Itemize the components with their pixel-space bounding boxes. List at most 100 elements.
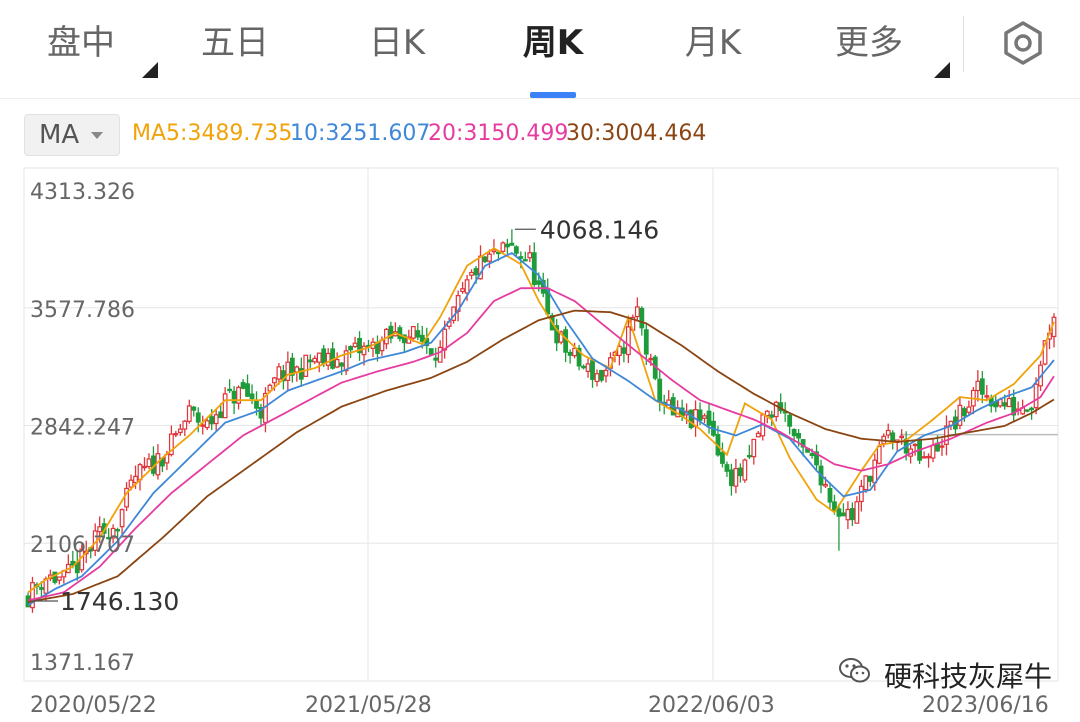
ma-line-ma10	[27, 251, 1055, 606]
candle-body	[755, 432, 761, 438]
candle-body	[500, 242, 506, 253]
candle-body	[513, 246, 519, 254]
candlestick-series	[25, 229, 1057, 613]
candle-body	[298, 368, 304, 380]
candle-body	[634, 306, 640, 318]
candle-body	[357, 337, 362, 354]
candle-body	[509, 242, 515, 246]
more-dropdown-icon[interactable]	[934, 62, 950, 78]
ma-line-ma5	[27, 247, 1055, 594]
candle-body	[603, 369, 609, 377]
candle-body	[348, 346, 353, 351]
tab-divider	[963, 16, 964, 72]
candle-body	[254, 400, 259, 409]
candle-body	[979, 378, 985, 395]
candle-body	[572, 347, 578, 357]
candle-body	[272, 377, 277, 384]
candle-body	[56, 576, 62, 581]
gear-icon[interactable]	[1000, 20, 1046, 66]
candle-body	[473, 268, 479, 276]
candle-body	[594, 373, 600, 383]
candle-body	[325, 352, 331, 366]
candle-body	[312, 357, 318, 363]
candle-body	[554, 325, 560, 344]
candle-body	[339, 362, 345, 367]
candle-body	[128, 479, 134, 488]
y-tick-label: 3577.786	[30, 298, 135, 323]
candle-body	[912, 443, 918, 447]
indicator-select-button[interactable]: MA	[24, 114, 120, 156]
candle-body	[415, 330, 421, 338]
intraday-dropdown-icon[interactable]	[142, 62, 158, 78]
candle-body	[827, 488, 833, 503]
tab-more[interactable]: 更多	[835, 23, 903, 63]
candle-body	[177, 428, 183, 434]
candle-body	[419, 334, 425, 342]
candle-body	[249, 393, 255, 400]
ma20-value: 20:3150.499	[428, 121, 569, 146]
candle-body	[437, 346, 443, 363]
candle-body	[186, 405, 192, 422]
candle-body	[841, 512, 846, 517]
candle-body	[957, 404, 963, 426]
candle-body	[581, 365, 586, 369]
candle-body	[706, 410, 712, 426]
weekly-kline-chart[interactable]: 4313.326 3577.786 2842.247 2106.707 1371.167…	[0, 166, 1080, 722]
tab-weekly-k[interactable]: 周K	[522, 23, 584, 63]
candle-body	[361, 345, 367, 356]
candle-body	[97, 526, 103, 533]
candle-body	[491, 249, 497, 253]
candle-body	[648, 357, 654, 361]
candle-body	[1042, 340, 1048, 365]
candle-body	[218, 411, 224, 419]
x-tick-label: 2022/06/03	[648, 693, 775, 718]
candle-body	[751, 438, 757, 458]
candle-body	[213, 414, 219, 425]
candle-body	[1011, 396, 1017, 416]
candle-body	[182, 420, 188, 430]
caret-down-icon	[91, 132, 103, 139]
candle-body	[563, 329, 569, 353]
candle-body	[787, 414, 793, 427]
y-tick-label: 2106.707	[30, 533, 135, 558]
candle-body	[576, 347, 582, 367]
candle-body	[204, 420, 210, 429]
candle-body	[823, 483, 828, 487]
candle-body	[617, 345, 622, 357]
tab-five-day[interactable]: 五日	[201, 23, 269, 63]
candle-body	[133, 475, 138, 484]
candle-body	[926, 455, 931, 459]
candle-body	[464, 279, 470, 294]
tab-monthly-k[interactable]: 月K	[684, 23, 742, 63]
candle-body	[285, 361, 291, 381]
candle-body	[814, 451, 819, 466]
candle-body	[657, 378, 663, 403]
candle-body	[522, 259, 528, 262]
candle-body	[173, 433, 179, 436]
candle-body	[401, 334, 407, 344]
candle-body	[737, 467, 743, 477]
candle-body	[146, 458, 152, 468]
candle-body	[352, 342, 358, 348]
candle-body	[231, 390, 237, 404]
candle-body	[599, 369, 604, 381]
candle-body	[433, 357, 439, 361]
candle-body	[280, 370, 286, 382]
candle-body	[742, 459, 748, 481]
candle-body	[872, 459, 878, 484]
candle-body	[1002, 402, 1008, 407]
candle-body	[527, 252, 533, 259]
tab-intraday[interactable]: 盘中	[47, 23, 115, 63]
candle-body	[769, 414, 775, 418]
candle-body	[625, 326, 631, 356]
candle-body	[890, 432, 896, 443]
candle-body	[200, 424, 206, 427]
candle-body	[975, 380, 981, 392]
candle-body	[410, 326, 416, 339]
tab-daily-k[interactable]: 日K	[368, 23, 426, 63]
ma5-value: MA5:3489.735	[132, 121, 293, 146]
candle-body	[39, 587, 44, 590]
extreme-labels: 4068.146 1746.130	[32, 215, 659, 616]
candle-body	[845, 508, 851, 521]
candle-body	[316, 352, 322, 363]
